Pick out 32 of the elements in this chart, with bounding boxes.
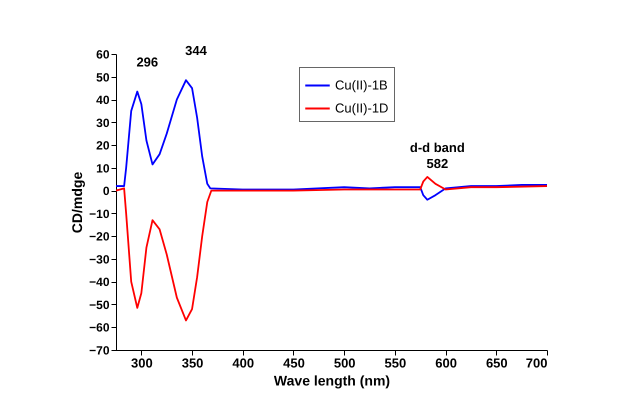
y-tick-label: −20: [89, 230, 110, 244]
x-tick-label: 300: [131, 356, 153, 370]
y-tick-label: −30: [89, 252, 110, 266]
y-axis-title: CD/mdge: [69, 172, 86, 234]
x-tick-label: 700: [526, 356, 548, 370]
annotation: d-d band 582: [410, 140, 465, 171]
legend-label: Cu(II)-1B: [335, 78, 388, 92]
y-tick-label: −60: [89, 320, 110, 335]
legend-label: Cu(II)-1D: [335, 100, 388, 116]
y-tick-label: −50: [89, 298, 110, 312]
line-series: [116, 79, 547, 201]
x-tick-label: 600: [435, 356, 457, 370]
x-axis-title: Wave length (nm): [274, 372, 390, 388]
x-tick-label: 450: [283, 356, 305, 370]
y-tick-label: 10: [96, 161, 110, 176]
x-tick-label: 400: [232, 356, 254, 370]
y-tick-label: −70: [89, 344, 110, 358]
y-tick-label: 50: [96, 70, 110, 84]
annotation: 296: [136, 54, 158, 70]
y-tick-label: 60: [96, 48, 110, 62]
y-tick-label: 40: [96, 93, 110, 108]
y-tick-label: 20: [96, 138, 110, 153]
x-tick-label: 650: [486, 356, 508, 370]
y-tick-label: −10: [89, 206, 110, 221]
line-series: [116, 176, 547, 322]
y-tick-label: 30: [96, 116, 110, 130]
annotation: 344: [185, 43, 208, 58]
x-tick-label: 550: [384, 356, 406, 370]
y-tick-label: 0: [102, 184, 110, 198]
x-tick-label: 500: [334, 356, 356, 370]
y-tick-label: −40: [89, 275, 110, 290]
x-tick-label: 350: [182, 356, 204, 370]
